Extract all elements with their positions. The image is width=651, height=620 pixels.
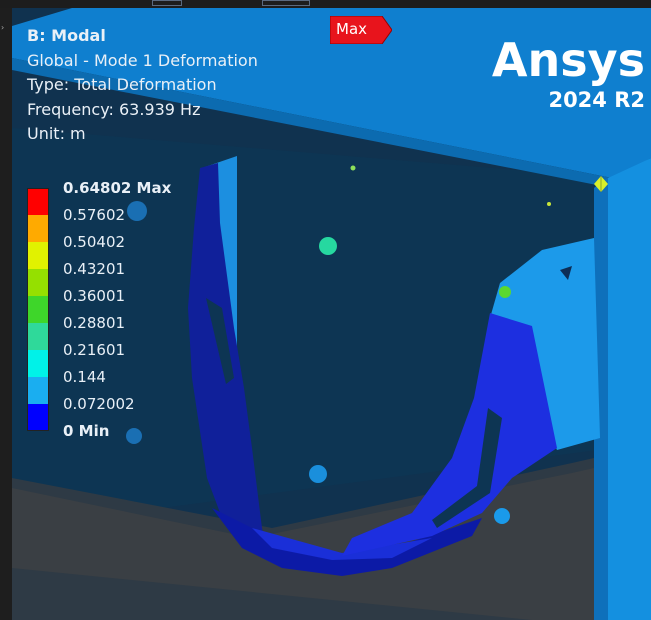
- legend-label: 0.43201: [63, 260, 126, 278]
- legend-label: 0.21601: [63, 341, 126, 359]
- legend-swatch: [27, 242, 49, 269]
- legend-swatch: [27, 377, 49, 404]
- expand-icon[interactable]: ›: [1, 23, 5, 32]
- legend-swatch: [27, 323, 49, 350]
- top-slab: [12, 8, 651, 178]
- max-probe-label: Max: [336, 20, 368, 38]
- bolt-node: [127, 201, 147, 221]
- max-probe-flag-shape: [329, 15, 393, 45]
- legend-label: 0.36001: [63, 287, 126, 305]
- right-column: [594, 158, 651, 620]
- graphics-viewport[interactable]: [12, 8, 651, 620]
- release-version: 2024 R2: [548, 88, 645, 112]
- legend-label: 0.50402: [63, 233, 126, 251]
- result-scope-line: Global - Mode 1 Deformation: [27, 50, 258, 70]
- bolt-node: [350, 165, 356, 171]
- result-info-panel: B: Modal Global - Mode 1 Deformation Typ…: [27, 24, 258, 147]
- max-probe-tag[interactable]: Max: [329, 15, 393, 45]
- legend-label: 0.57602: [63, 206, 126, 224]
- legend-swatch: [27, 269, 49, 296]
- ansys-logo: Ansys: [491, 33, 645, 87]
- right-panel-slot: [560, 266, 572, 280]
- result-type-line: Type: Total Deformation: [27, 75, 217, 95]
- bottom-channel-face: [252, 528, 432, 560]
- right-bracket: [342, 313, 557, 556]
- bolt-node: [499, 286, 511, 298]
- right-panel-plate: [490, 238, 600, 450]
- right-bracket-slot: [432, 408, 502, 528]
- result-frequency-line: Frequency: 63.939 Hz: [27, 99, 201, 119]
- top-slab-edge: [12, 58, 612, 188]
- legend-label: 0.144: [63, 368, 106, 386]
- window-top-toolbar: [0, 0, 651, 8]
- toolbar-button-b[interactable]: [262, 0, 310, 6]
- left-panel-strip: ›: [0, 8, 12, 620]
- bolt-node: [309, 465, 327, 483]
- legend-label: 0 Min: [63, 422, 110, 440]
- legend-swatch: [27, 404, 49, 431]
- bolt-node: [319, 237, 337, 255]
- ansys-branding: Ansys 2024 R2: [475, 34, 645, 114]
- legend-swatch: [27, 350, 49, 377]
- bolt-node: [126, 428, 142, 444]
- bolt-node: [547, 202, 551, 206]
- bottom-channel: [212, 508, 482, 576]
- right-column-face: [594, 178, 608, 620]
- legend-swatch: [27, 215, 49, 242]
- legend-swatch: [27, 188, 49, 215]
- legend-label: 0.072002: [63, 395, 135, 413]
- fea-model-render: [12, 8, 651, 620]
- result-title: B: Modal: [27, 26, 106, 45]
- left-bracket-slot: [206, 298, 234, 384]
- result-unit-line: Unit: m: [27, 124, 86, 144]
- bolt-node: [494, 508, 510, 524]
- legend-swatch: [27, 296, 49, 323]
- legend-label: 0.64802 Max: [63, 179, 172, 197]
- toolbar-button-a[interactable]: [152, 0, 182, 6]
- legend-label: 0.28801: [63, 314, 126, 332]
- back-wall: [12, 128, 612, 528]
